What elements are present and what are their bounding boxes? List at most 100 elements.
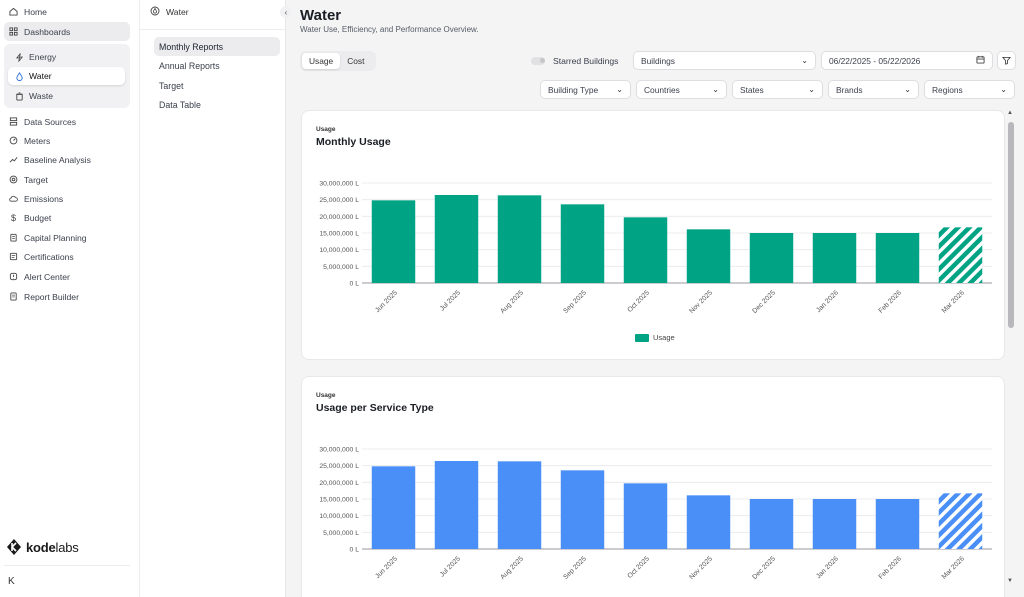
x-tick-label: Jul 2025 [439,289,462,312]
subpanel-item-target[interactable]: Target [159,80,184,91]
nav-emissions-label: Emissions [24,193,64,204]
bar[interactable] [497,461,542,549]
nav-capital-planning[interactable]: Capital Planning [4,228,130,247]
x-tick-label: Oct 2025 [626,289,651,314]
nav-target[interactable]: Target [4,170,130,189]
y-tick-label: 30,000,000 L [319,447,359,454]
meter-icon [8,135,19,146]
x-tick-label: Aug 2025 [499,555,525,581]
nav-budget[interactable]: $ Budget [4,208,130,227]
states-select[interactable]: States ⌄ [732,80,823,99]
nav-baseline-analysis-label: Baseline Analysis [24,154,91,165]
nav-waste[interactable]: Waste [8,87,125,105]
bar[interactable] [623,483,668,549]
bar[interactable] [938,227,983,283]
x-tick-label: Mar 2026 [941,289,966,314]
brands-select[interactable]: Brands ⌄ [828,80,919,99]
states-label: States [740,84,764,95]
bar[interactable] [749,233,794,283]
scrollbar-thumb[interactable] [1008,122,1014,328]
bar[interactable] [560,470,605,549]
nav-home[interactable]: Home [4,2,130,21]
main-content: Water Water Use, Efficiency, and Perform… [286,0,1024,597]
y-tick-label: 25,000,000 L [319,463,359,470]
nav-emissions[interactable]: Emissions [4,189,130,208]
bar[interactable] [749,499,794,549]
certificate-icon [8,251,19,262]
building-type-label: Building Type [548,84,599,95]
nav-data-sources-label: Data Sources [24,116,77,127]
clipboard-icon [8,232,19,243]
bar[interactable] [875,233,920,283]
bar[interactable] [686,229,731,283]
bar[interactable] [623,217,668,283]
tab-cost[interactable]: Cost [347,56,365,66]
tab-usage[interactable]: Usage [302,53,341,69]
toggle-switch[interactable] [531,56,545,65]
starred-buildings-toggle[interactable]: Starred Buildings [531,51,618,70]
nav-capital-planning-label: Capital Planning [24,232,87,243]
collapse-nav-button[interactable]: K [8,576,15,587]
y-tick-label: 0 L [350,547,360,554]
bar[interactable] [371,466,416,549]
usage-cost-toggle: Usage Cost [300,51,376,71]
regions-select[interactable]: Regions ⌄ [924,80,1015,99]
y-tick-label: 5,000,000 L [323,530,359,537]
dollar-icon: $ [10,212,16,223]
countries-select[interactable]: Countries ⌄ [636,80,727,99]
subpanel-divider [140,29,286,30]
bar[interactable] [686,495,731,549]
monthly-usage-card: Usage Monthly Usage 0 L 5,000,000 L 10,000… [301,110,1005,360]
legend-label: Usage [653,333,675,342]
x-tick-label: Mar 2026 [941,555,966,580]
bar[interactable] [497,195,542,283]
nav-certifications[interactable]: Certifications [4,247,130,266]
target-icon [8,174,19,185]
scroll-down-icon[interactable]: ▼ [1007,578,1013,584]
y-tick-label: 30,000,000 L [319,181,359,188]
nav-divider [4,565,130,566]
bar[interactable] [812,499,857,549]
subpanel-item-data-table[interactable]: Data Table [159,99,201,110]
subpanel-item-monthly-reports[interactable]: Monthly Reports [154,37,280,56]
nav-water[interactable]: Water [8,67,125,85]
monthly-usage-chart: 0 L 5,000,000 L 10,000,000 L 15,000,000 L 20… [319,181,992,315]
nav-dashboards[interactable]: Dashboards [4,22,130,41]
bar[interactable] [434,195,479,283]
card-title: Usage per Service Type [316,402,434,414]
countries-label: Countries [644,84,680,95]
filter-icon [1002,56,1011,65]
alert-icon [8,271,19,282]
subpanel-title: Water [166,6,189,17]
bar[interactable] [938,493,983,549]
bar[interactable] [371,200,416,283]
buildings-select[interactable]: Buildings ⌄ [633,51,816,70]
starred-buildings-label: Starred Buildings [553,55,619,66]
nav-meters[interactable]: Meters [4,131,130,150]
building-type-select[interactable]: Building Type ⌄ [540,80,631,99]
bar[interactable] [434,461,479,549]
x-tick-label: Jun 2025 [374,289,399,314]
bar[interactable] [812,233,857,283]
nav-data-sources[interactable]: Data Sources [4,112,130,131]
scroll-up-icon[interactable]: ▲ [1007,110,1013,116]
subpanel-item-annual-reports[interactable]: Annual Reports [159,60,220,71]
cloud-icon [8,193,19,204]
x-tick-label: Nov 2025 [688,555,714,581]
bar[interactable] [560,204,605,283]
bar[interactable] [875,499,920,549]
water-subpanel: Water Monthly Reports Annual Reports Tar… [140,0,286,597]
y-tick-label: 0 L [350,281,360,288]
database-icon [8,116,19,127]
chevron-left-icon[interactable]: ‹ [280,6,292,18]
filter-button[interactable] [997,51,1016,70]
chevron-down-icon: ⌄ [904,85,911,94]
nav-report-builder[interactable]: Report Builder [4,287,130,306]
page-title: Water [300,7,342,24]
date-range-picker[interactable]: 06/22/2025 - 05/22/2026 [821,51,993,70]
nav-energy[interactable]: Energy [8,48,125,66]
nav-baseline-analysis[interactable]: Baseline Analysis [4,150,130,169]
water-drop-icon [14,71,25,82]
x-tick-label: Feb 2026 [878,555,903,580]
nav-alert-center[interactable]: Alert Center [4,267,130,286]
